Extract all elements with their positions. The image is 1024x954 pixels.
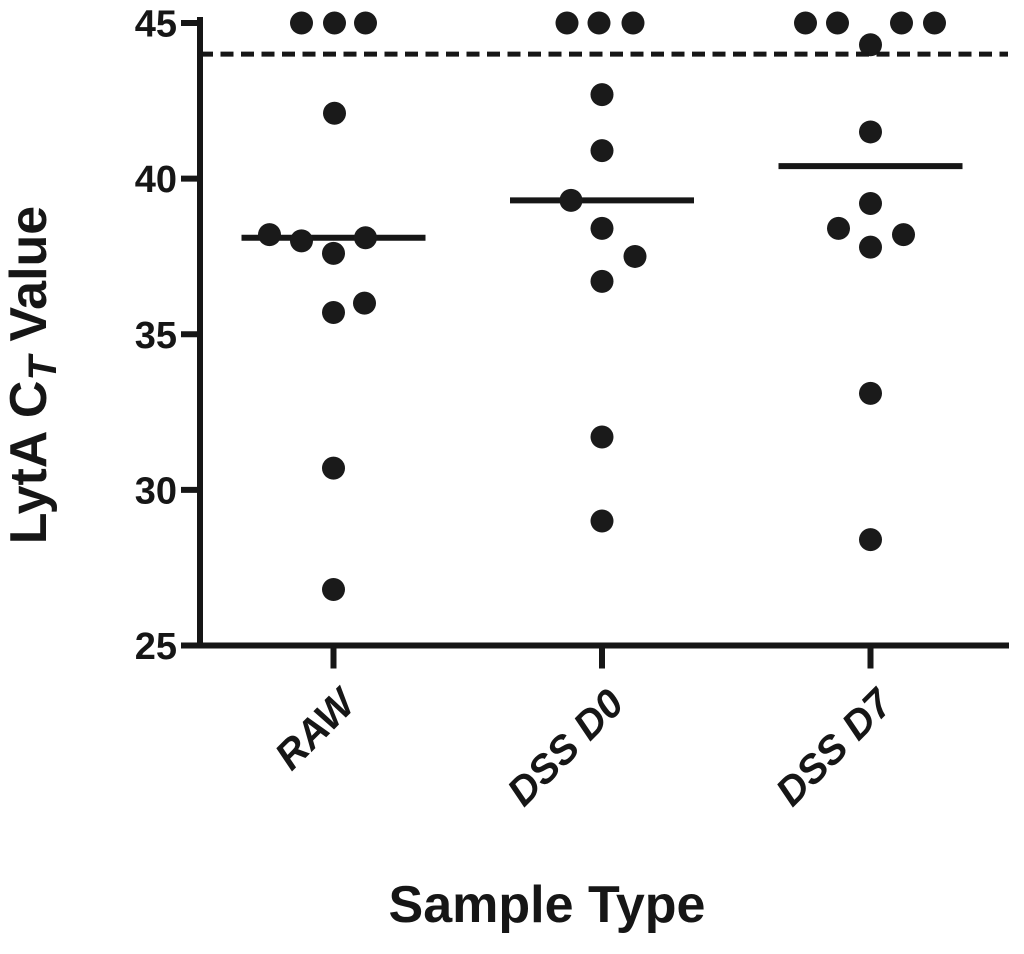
data-point	[587, 11, 611, 35]
data-point	[590, 509, 614, 533]
data-point	[354, 226, 377, 250]
data-point	[794, 11, 817, 35]
data-point	[590, 216, 614, 240]
data-point	[859, 33, 882, 57]
data-point	[322, 456, 345, 480]
data-point	[623, 244, 647, 268]
x-axis-title: Sample Type	[389, 876, 706, 934]
y-tick-label: 25	[135, 626, 177, 668]
data-point	[859, 192, 882, 216]
data-point	[892, 223, 915, 247]
data-point	[827, 216, 850, 240]
data-point	[354, 11, 377, 35]
data-point	[290, 229, 313, 253]
x-category-label: RAW	[267, 679, 366, 778]
y-tick-label: 35	[135, 315, 177, 357]
x-category-label: DSS D7	[768, 680, 903, 815]
data-point	[590, 83, 614, 107]
data-point	[621, 11, 645, 35]
data-point	[323, 101, 346, 125]
data-point	[859, 528, 882, 552]
data-point	[555, 11, 579, 35]
data-point	[923, 11, 946, 35]
x-category-label: DSS D0	[499, 681, 632, 814]
data-point	[258, 223, 281, 247]
data-point	[322, 577, 345, 601]
y-axis-title: LytA CT Value	[0, 206, 65, 544]
data-point	[859, 235, 882, 259]
data-point	[859, 381, 882, 405]
data-point	[290, 11, 313, 35]
data-point	[590, 425, 614, 449]
y-tick-label: 45	[135, 4, 177, 46]
y-tick-label: 30	[135, 470, 177, 512]
data-point	[590, 139, 614, 163]
y-tick-label: 40	[135, 159, 177, 201]
data-point	[322, 300, 345, 324]
data-point	[890, 11, 913, 35]
data-point	[323, 11, 346, 35]
data-point	[826, 11, 849, 35]
data-point	[590, 269, 614, 293]
data-point	[859, 120, 882, 144]
data-point	[322, 241, 345, 265]
data-point	[559, 188, 583, 212]
data-point	[353, 291, 376, 315]
